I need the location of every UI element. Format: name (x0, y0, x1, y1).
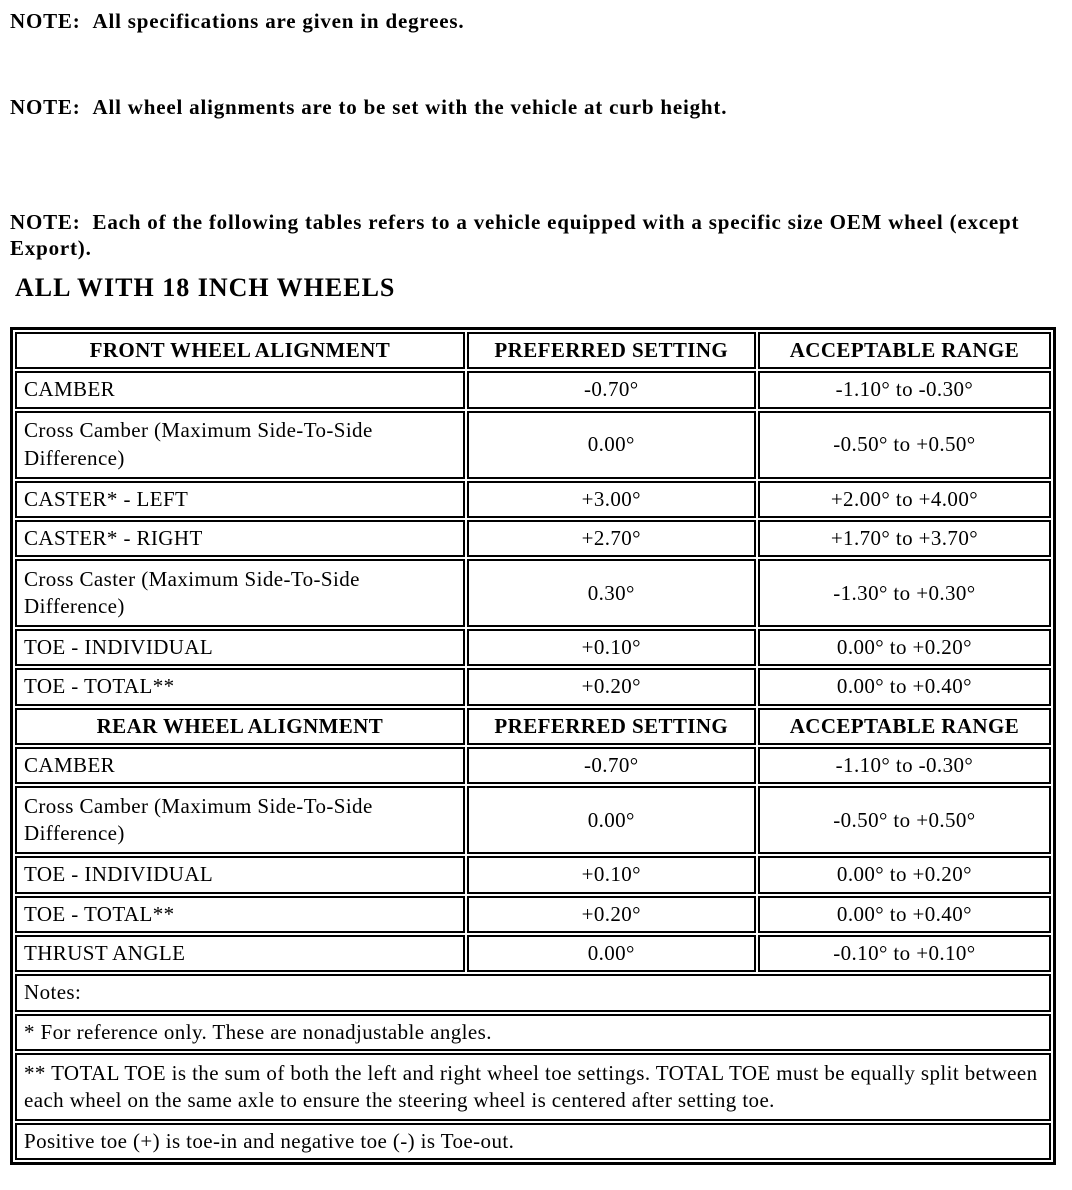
row-label: TOE - INDIVIDUAL (15, 856, 465, 894)
preferred-value: -0.70° (466, 747, 756, 785)
front-header-row: FRONT WHEEL ALIGNMENT PREFERRED SETTING … (15, 332, 1051, 370)
row-label: CAMBER (15, 747, 465, 785)
footnote-text: * For reference only. These are nonadjus… (15, 1013, 1051, 1051)
rear-header-row: REAR WHEEL ALIGNMENT PREFERRED SETTING A… (15, 707, 1051, 746)
table-row-rear-cross-camber: Cross Camber (Maximum Side-To-Side Diffe… (15, 786, 1051, 855)
note-label: NOTE: (10, 9, 81, 33)
row-label: CASTER* - LEFT (15, 480, 465, 518)
range-value: 0.00° to +0.20° (757, 856, 1051, 894)
note-text: All specifications are given in degrees. (92, 9, 465, 33)
preferred-value: +3.00° (466, 480, 756, 518)
table-row-front-camber: CAMBER -0.70° -1.10° to -0.30° (15, 371, 1051, 409)
note-label: NOTE: (10, 95, 81, 120)
table-row-front-cross-caster: Cross Caster (Maximum Side-To-Side Diffe… (15, 559, 1051, 628)
range-value: -1.10° to -0.30° (757, 747, 1051, 785)
preferred-value: 0.00° (466, 786, 756, 855)
footnote-row-total-toe: ** TOTAL TOE is the sum of both the left… (15, 1052, 1051, 1121)
note-label: NOTE: (10, 209, 81, 234)
note-degrees: NOTE: All specifications are given in deg… (10, 8, 1056, 34)
row-label: CAMBER (15, 371, 465, 409)
footnote-text: ** TOTAL TOE is the sum of both the left… (15, 1052, 1051, 1121)
table-row-front-toe-individual: TOE - INDIVIDUAL +0.10° 0.00° to +0.20° (15, 629, 1051, 667)
footnote-text: Notes: (15, 974, 1051, 1012)
range-value: -1.10° to -0.30° (757, 371, 1051, 409)
row-label: TOE - INDIVIDUAL (15, 629, 465, 667)
footnote-row-reference: * For reference only. These are nonadjus… (15, 1013, 1051, 1051)
range-value: -0.10° to +0.10° (757, 934, 1051, 973)
front-header-preferred: PREFERRED SETTING (466, 332, 756, 370)
rear-header-range: ACCEPTABLE RANGE (757, 707, 1051, 746)
preferred-value: -0.70° (466, 371, 756, 409)
alignment-spec-table: FRONT WHEEL ALIGNMENT PREFERRED SETTING … (10, 327, 1056, 1166)
row-label: TOE - TOTAL** (15, 895, 465, 933)
note-text: All wheel alignments are to be set with … (92, 95, 728, 120)
note-curb-height: NOTE: All wheel alignments are to be set … (10, 94, 1056, 120)
table-row-front-cross-camber: Cross Camber (Maximum Side-To-Side Diffe… (15, 410, 1051, 479)
note-text: Each of the following tables refers to a… (10, 209, 1020, 260)
row-label: TOE - TOTAL** (15, 668, 465, 706)
row-label: Cross Camber (Maximum Side-To-Side Diffe… (15, 410, 465, 479)
range-value: 0.00° to +0.40° (757, 668, 1051, 706)
front-header-alignment: FRONT WHEEL ALIGNMENT (15, 332, 465, 370)
preferred-value: +0.10° (466, 856, 756, 894)
note-oem-wheel: NOTE: Each of the following tables refers… (10, 209, 1056, 262)
row-label: CASTER* - RIGHT (15, 519, 465, 558)
range-value: 0.00° to +0.20° (757, 629, 1051, 667)
range-value: -0.50° to +0.50° (757, 786, 1051, 855)
table-row-front-caster-right: CASTER* - RIGHT +2.70° +1.70° to +3.70° (15, 519, 1051, 558)
table-row-rear-camber: CAMBER -0.70° -1.10° to -0.30° (15, 747, 1051, 785)
row-label: Cross Caster (Maximum Side-To-Side Diffe… (15, 559, 465, 628)
table-row-front-toe-total: TOE - TOTAL** +0.20° 0.00° to +0.40° (15, 668, 1051, 706)
preferred-value: 0.30° (466, 559, 756, 628)
front-header-range: ACCEPTABLE RANGE (757, 332, 1051, 370)
footnote-row-notes: Notes: (15, 974, 1051, 1012)
range-value: +2.00° to +4.00° (757, 480, 1051, 518)
range-value: -0.50° to +0.50° (757, 410, 1051, 479)
preferred-value: 0.00° (466, 410, 756, 479)
table-row-rear-thrust-angle: THRUST ANGLE 0.00° -0.10° to +0.10° (15, 934, 1051, 973)
section-title: ALL WITH 18 INCH WHEELS (15, 273, 396, 302)
preferred-value: +0.20° (466, 668, 756, 706)
range-value: -1.30° to +0.30° (757, 559, 1051, 628)
range-value: +1.70° to +3.70° (757, 519, 1051, 558)
rear-header-preferred: PREFERRED SETTING (466, 707, 756, 746)
range-value: 0.00° to +0.40° (757, 895, 1051, 933)
preferred-value: 0.00° (466, 934, 756, 973)
footnote-text: Positive toe (+) is toe-in and negative … (15, 1122, 1051, 1161)
row-label: THRUST ANGLE (15, 934, 465, 973)
footnote-row-positive-toe: Positive toe (+) is toe-in and negative … (15, 1122, 1051, 1161)
preferred-value: +0.20° (466, 895, 756, 933)
preferred-value: +0.10° (466, 629, 756, 667)
row-label: Cross Camber (Maximum Side-To-Side Diffe… (15, 786, 465, 855)
preferred-value: +2.70° (466, 519, 756, 558)
table-row-front-caster-left: CASTER* - LEFT +3.00° +2.00° to +4.00° (15, 480, 1051, 518)
table-row-rear-toe-total: TOE - TOTAL** +0.20° 0.00° to +0.40° (15, 895, 1051, 933)
table-row-rear-toe-individual: TOE - INDIVIDUAL +0.10° 0.00° to +0.20° (15, 856, 1051, 894)
rear-header-alignment: REAR WHEEL ALIGNMENT (15, 707, 465, 746)
